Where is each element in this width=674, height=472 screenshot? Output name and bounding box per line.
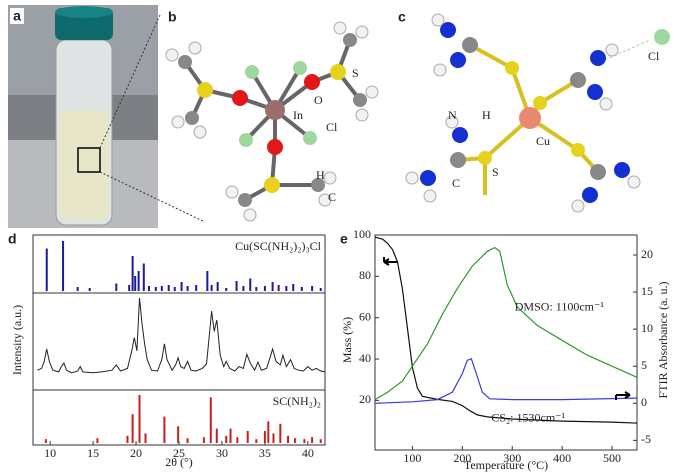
atom-label: In [293,108,303,122]
panel-label: e [340,231,348,247]
y2-tick-label: -5 [641,432,651,446]
atom-label: O [314,93,323,107]
atom-label: N [448,108,457,122]
atom-label: Cu [536,134,550,148]
atom-label: S [352,66,359,80]
y-tick-label: 100 [353,227,371,241]
x-tick-label: 10 [44,446,56,460]
figure: a b In O S Cl H C c Cl N H [0,0,674,472]
series-label: DMSO: 1100cm⁻¹ [515,299,605,313]
pattern-label: SC(NH₂)₂ [273,394,321,408]
x-axis-label: 2θ (°) [165,455,193,469]
x-tick-label: 15 [87,446,99,460]
x-tick-label: 40 [302,446,314,460]
xrd-pattern [37,298,325,373]
plot-frame [33,235,325,445]
y2-axis-label: FTIR Absorbance (a. u.) [656,282,670,399]
pattern-label: Cu(SC(NH₂)₂)₃Cl [235,239,322,253]
y-tick-label: 20 [359,392,371,406]
y-tick-label: 60 [359,309,371,323]
x-tick-label: 500 [603,451,621,465]
x-tick-label: 400 [553,451,571,465]
panel-label: c [398,9,406,25]
atom-label: S [492,165,499,179]
y2-tick-label: 20 [641,247,653,261]
y-axis-label: Mass (%) [340,317,354,363]
series-label: CS₂: 1530cm⁻¹ [491,411,565,425]
y2-tick-label: 10 [641,321,653,335]
panel-label: a [13,8,21,24]
panel-label: b [168,9,177,25]
y-tick-label: 80 [359,268,371,282]
panel-label: d [8,231,17,247]
atoms-c [406,14,670,212]
y-tick-label: 40 [359,351,371,365]
series-line [375,359,637,404]
atom-label: H [316,168,325,182]
atom-label: C [452,176,460,190]
x-tick-label: 20 [130,446,142,460]
x-axis-label: Temperature (°C) [464,458,548,472]
atom-label: H [482,108,491,122]
page: {"panel_a": {"label": "a"}, "panel_b": {… [0,0,674,472]
x-tick-label: 35 [259,446,271,460]
x-tick-label: 100 [403,451,421,465]
atom-label: Cl [648,49,660,63]
y2-tick-label: 0 [641,395,647,409]
atom-label: C [328,190,336,204]
x-tick-label: 30 [216,446,228,460]
y2-tick-label: 15 [641,284,653,298]
y-axis-label: Intensity (a.u.) [10,305,24,375]
y2-tick-label: 5 [641,358,647,372]
atom-label: Cl [326,120,338,134]
series-line [375,237,637,423]
